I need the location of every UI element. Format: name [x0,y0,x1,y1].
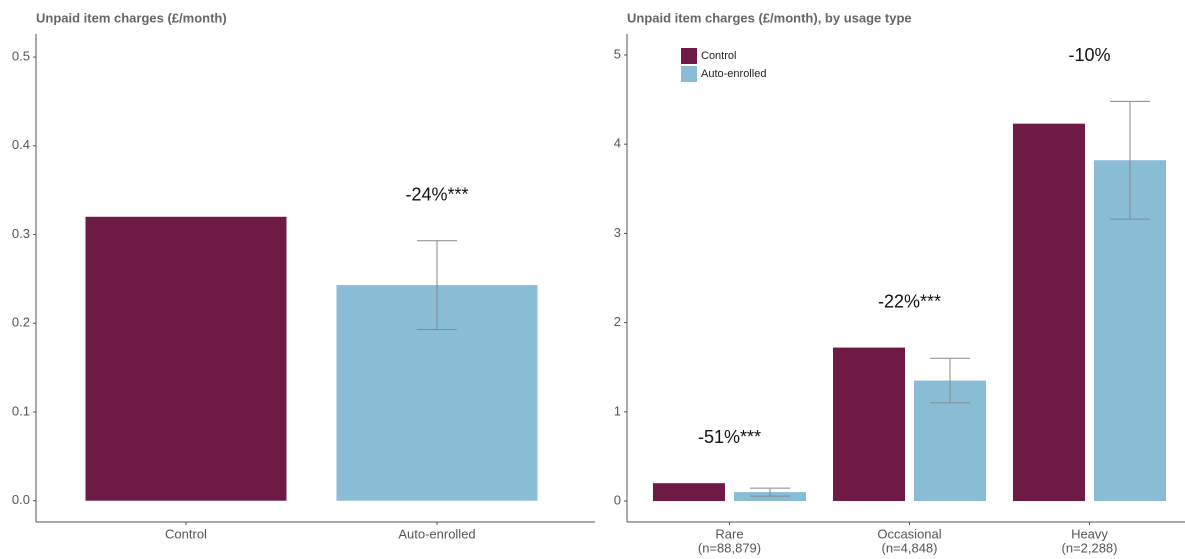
bar [833,347,905,502]
y-tick-label: 0.4 [12,137,30,152]
annotation: -10% [1068,45,1110,65]
y-tick-label: 0 [614,492,621,507]
y-tick-label: 0.3 [12,226,30,241]
y-tick-label: 0.0 [12,492,30,507]
annotation: -51%*** [698,427,761,447]
x-tick-label: Control [165,526,207,541]
y-tick-label: 4 [614,136,621,151]
x-tick-label: Heavy [1071,526,1108,541]
x-tick-sublabel: (n=4,848) [881,540,937,555]
x-tick-label: Occasional [877,526,941,541]
bar [85,216,287,501]
legend-swatch [681,66,697,82]
x-tick-label: Rare [715,526,743,541]
x-tick-label: Auto-enrolled [398,526,475,541]
bar [653,483,725,502]
y-tick-label: 0.2 [12,315,30,330]
chart-title: Unpaid item charges (£/month) [36,10,227,25]
y-tick-label: 3 [614,225,621,240]
y-tick-label: 1 [614,403,621,418]
x-tick-sublabel: (n=2,288) [1061,540,1117,555]
legend-label: Control [701,50,736,62]
x-tick-sublabel: (n=88,879) [698,540,761,555]
y-tick-label: 0.1 [12,403,30,418]
bar [1013,123,1085,502]
annotation: -24%*** [405,184,468,204]
annotation: -22%*** [878,291,941,311]
y-tick-label: 0.5 [12,49,30,64]
y-tick-label: 2 [614,314,621,329]
legend-label: Auto-enrolled [701,68,766,80]
chart-title: Unpaid item charges (£/month), by usage … [627,10,912,25]
legend-swatch [681,48,697,64]
y-tick-label: 5 [614,46,621,61]
